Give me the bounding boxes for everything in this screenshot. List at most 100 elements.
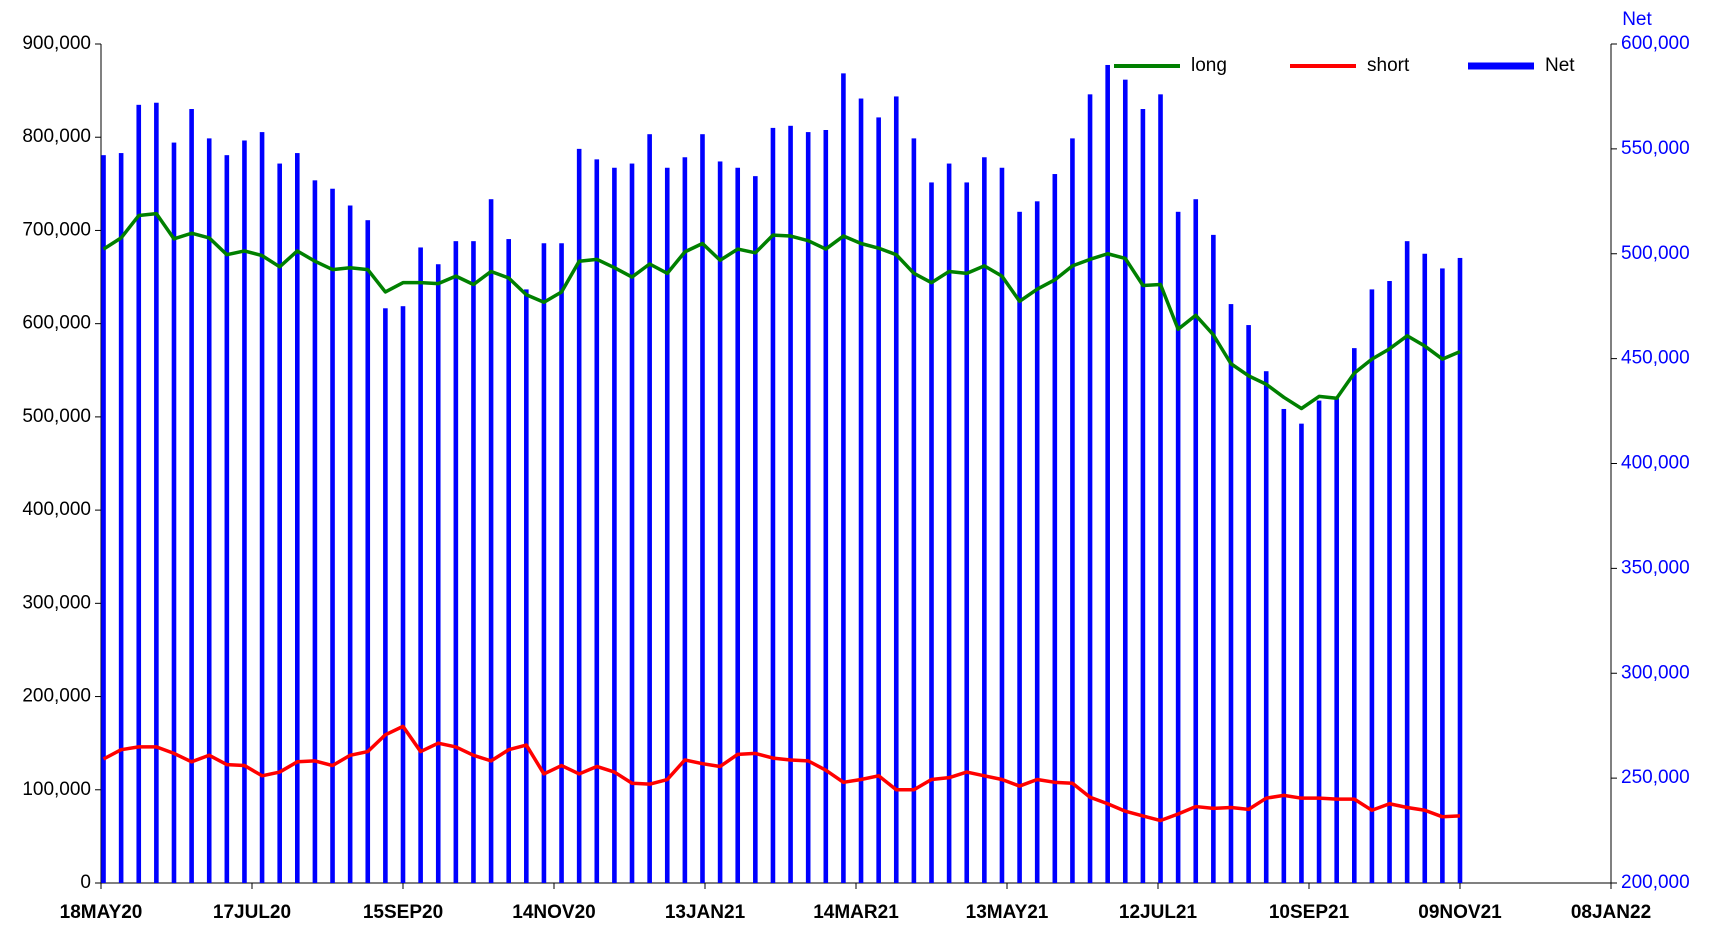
net-bar [259, 132, 265, 884]
net-bar [471, 241, 476, 884]
net-bar [1281, 408, 1287, 883]
net-bar [576, 148, 582, 883]
net-bar [1299, 423, 1304, 883]
y-tick-label: 700,000 [22, 219, 91, 240]
net-bar [189, 109, 194, 883]
net-bar [946, 163, 952, 883]
net-bar [1034, 201, 1040, 883]
net-bar [347, 205, 353, 883]
y-tick-label: 800,000 [22, 126, 91, 147]
net-bar [524, 289, 529, 884]
net-bar [893, 96, 899, 883]
net-bar [647, 134, 652, 883]
x-tick-label: 18MAY20 [60, 902, 143, 923]
net-bar [1175, 211, 1181, 884]
x-tick-label: 08JAN22 [1571, 902, 1651, 923]
y-tick-label: 100,000 [22, 779, 91, 800]
net-bar [717, 161, 723, 883]
net-bar [1017, 211, 1022, 884]
net-bar [1404, 241, 1410, 884]
net-bar [788, 125, 793, 884]
net-bar [770, 127, 776, 883]
net-bar [541, 243, 547, 883]
legend-label: short [1367, 55, 1410, 76]
net-bar [242, 140, 247, 884]
net-bar [841, 73, 846, 884]
net-bar [1440, 268, 1445, 883]
y-tick-label: 500,000 [22, 406, 91, 427]
net-bar [1087, 94, 1093, 884]
net-bar [1369, 289, 1375, 884]
x-tick-label: 13JAN21 [665, 902, 746, 923]
net-bar [136, 104, 142, 883]
x-tick-label: 17JUL20 [213, 902, 291, 923]
y2-tick-label: 200,000 [1621, 872, 1690, 893]
y2-axis-title: Net [1622, 9, 1652, 30]
net-bar [1052, 174, 1058, 884]
y2-tick-label: 450,000 [1621, 348, 1690, 369]
net-bar [295, 153, 300, 883]
y2-tick-label: 500,000 [1621, 243, 1690, 264]
net-bar [330, 188, 335, 884]
x-tick-label: 14MAR21 [813, 902, 899, 923]
net-bar [1193, 199, 1199, 884]
y-tick-label: 300,000 [22, 592, 91, 613]
y2-tick-label: 250,000 [1621, 767, 1690, 788]
net-bar [1316, 400, 1322, 883]
net-bar [612, 167, 617, 883]
x-tick-label: 15SEP20 [363, 902, 443, 923]
net-bar [1422, 253, 1428, 883]
net-bar [312, 180, 318, 883]
net-bar [735, 167, 741, 883]
net-bar [858, 98, 864, 883]
y2-tick-label: 350,000 [1621, 557, 1690, 578]
legend-label: long [1191, 55, 1227, 76]
net-bar [101, 155, 106, 884]
net-bar [1457, 257, 1463, 883]
net-bar [594, 159, 600, 884]
net-bar [753, 176, 758, 883]
net-bar [1211, 234, 1216, 883]
net-bar [171, 142, 177, 883]
series-line [102, 724, 1461, 823]
net-bar [876, 117, 881, 884]
net-bar [929, 182, 934, 883]
net-bar [383, 308, 388, 883]
net-bar [1246, 325, 1251, 883]
net-bar [435, 264, 441, 883]
net-bar [1334, 398, 1339, 883]
net-bar [365, 220, 371, 883]
net-bar [911, 138, 917, 883]
y2-tick-label: 600,000 [1621, 33, 1690, 54]
net-bar [700, 134, 705, 883]
y-tick-label: 200,000 [22, 686, 91, 707]
net-bar [999, 167, 1005, 883]
net-bar [823, 129, 829, 883]
net-bar [418, 247, 423, 883]
net-bar [488, 199, 494, 884]
net-bar [1158, 94, 1163, 884]
net-bar [453, 241, 459, 884]
net-bar [224, 155, 230, 884]
y-tick-label: 0 [80, 872, 91, 893]
net-bar [118, 153, 124, 883]
x-tick-label: 14NOV20 [512, 902, 595, 923]
net-bar [400, 306, 406, 883]
net-bar [629, 163, 635, 883]
x-tick-label: 10SEP21 [1269, 902, 1350, 923]
net-bar [805, 132, 811, 884]
y-tick-label: 600,000 [22, 313, 91, 334]
x-tick-label: 09NOV21 [1418, 902, 1502, 923]
net-bar [1105, 64, 1110, 884]
x-tick-label: 12JUL21 [1119, 902, 1198, 923]
net-bar [1263, 371, 1269, 883]
net-bar [277, 163, 282, 883]
net-bar [206, 138, 212, 883]
net-bar [1140, 109, 1146, 883]
series-line [102, 211, 1461, 411]
net-bar [982, 157, 987, 883]
y-tick-label: 400,000 [22, 499, 91, 520]
y2-tick-label: 400,000 [1621, 453, 1690, 474]
net-bar [1387, 281, 1392, 884]
